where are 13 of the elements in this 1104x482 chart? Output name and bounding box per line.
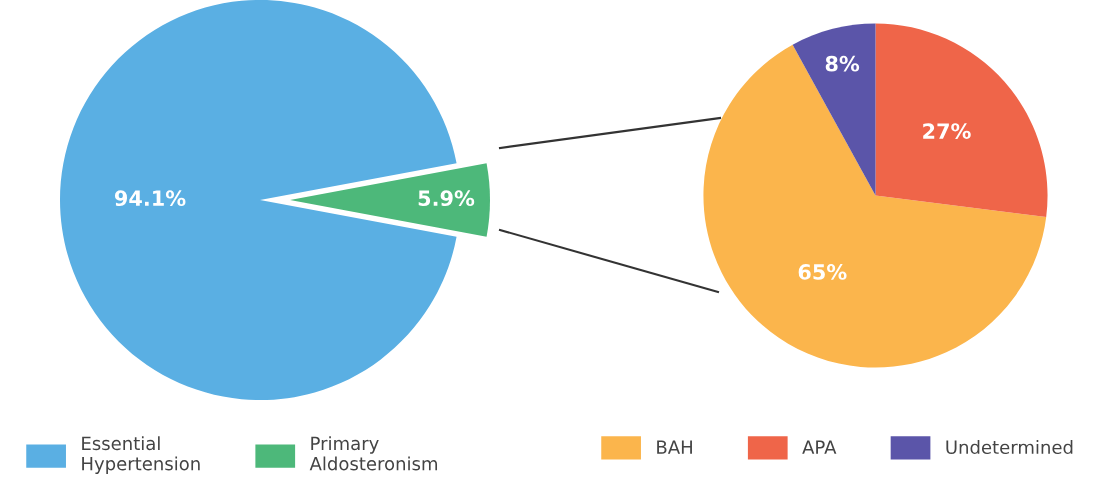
pie-slice [875,23,1048,218]
data-label: 94.1% [114,190,186,207]
data-label: 8% [825,55,860,72]
legend-label: Essential Hypertension [82,436,200,474]
data-label: 5.9% [418,190,475,207]
data-label: 65% [798,264,847,280]
legend-label: BAH [657,440,692,454]
data-label: 27% [923,123,971,139]
legend-label: Primary Aldosteronism [309,436,438,471]
legend-label: Undetermined [946,440,1073,455]
pie-slice [792,23,876,196]
legend-label: APA [802,440,837,454]
pie-slice [703,44,1047,368]
